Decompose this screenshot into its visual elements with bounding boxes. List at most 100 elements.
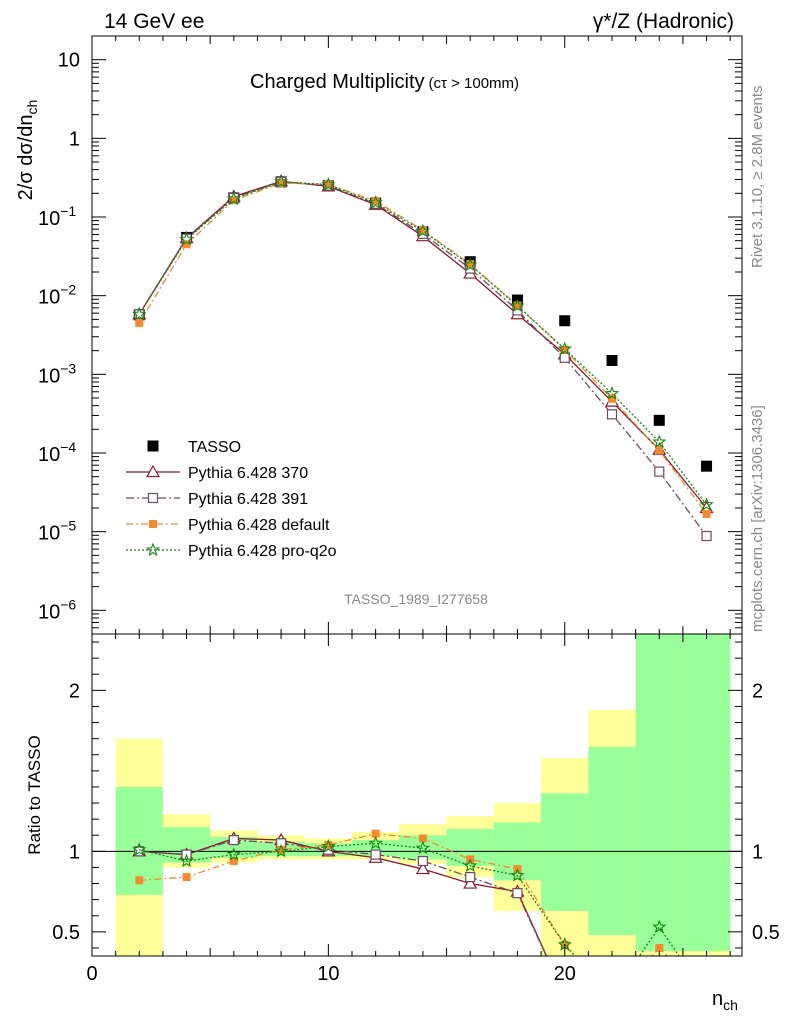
mcplots-label: mcplots.cern.ch [arXiv:1306.3436] [749,405,766,632]
legend-marker-4 [145,542,161,557]
ratio-point-s2-11 [655,943,664,952]
data-point-s2-12 [701,530,712,542]
ratio-point-s3-6 [415,840,431,855]
ratio-point-s3-11 [652,919,667,934]
ratio-point-s0-7 [463,876,478,889]
x-axis-label: nch [712,988,738,1013]
ratio-y-tick-label-1: 1 [69,841,80,863]
data-point-s3-9 [560,345,569,354]
data-point-s3-3 [277,179,286,188]
x-tick-label-2: 20 [554,963,576,985]
ratio-point-s3-2 [226,847,241,861]
chart-title-cut: (cτ > 100mm) [429,75,520,92]
rivet-label: Rivet 3.1.10, ≥ 2.8M events [749,86,766,269]
ratio-point-s3-7 [463,858,478,872]
data-point-s3-6 [418,226,427,235]
ratio-panel: 0.5 0.51 12 20 10 20 Ratio to TASSO nch [25,633,780,1013]
legend-label-3: Pythia 6.428 default [188,517,330,534]
main-y-tick-labels: 10 1 10−1 10−2 10−3 10−4 10−5 10−6 [38,50,80,624]
ratio-y-tick-label-right-2: 2 [752,680,763,702]
data-point-s4-9 [557,341,572,356]
data-point-s0-9 [559,315,571,327]
ratio-point-s0-6 [415,861,430,875]
chart-title: Charged Multiplicity (cτ > 100mm) [250,71,519,93]
ratio-point-s1-7 [465,872,476,883]
main-y-tick-label-1: 1 [69,128,80,150]
x-tick-label-0: 0 [86,963,97,985]
data-point-s3-11 [655,446,664,455]
ratio-point-s3-1 [179,853,194,868]
main-y-tick-label-7: 10−6 [38,596,76,623]
ratio-tick-labels: 0.5 0.51 12 20 10 20 [52,680,780,985]
chart-title-text: Charged Multiplicity [250,71,425,93]
ratio-line-3 [139,842,680,956]
ratio-y-tick-label-right-0: 0.5 [752,922,780,944]
legend-marker-0 [147,440,159,452]
ratio-point-s3-5 [368,835,383,850]
data-point-s3-8 [513,301,522,310]
main-y-tick-label-4: 10−3 [38,360,76,387]
ratio-point-s3-3 [273,843,289,858]
main-y-tick-label-0: 10 [58,50,80,72]
main-y-tick-label-2: 10−1 [38,203,76,230]
data-point-s2-10 [606,409,618,420]
ratio-frame [91,633,743,957]
main-y-axis-label: 2/σ dσ/dnch [15,100,40,201]
legend: TASSO Pythia 6.428 370 Pythia 6.428 391 Pyt… [126,439,337,560]
data-point-s4-1 [179,231,194,246]
data-point-s0-11 [653,414,665,426]
ratio-point-s3-4 [321,839,336,853]
ratio-point-s1-8 [512,888,523,899]
data-point-s3-2 [229,196,238,205]
data-point-s3-10 [608,394,616,403]
data-point-s4-5 [368,195,383,209]
ratio-point-s2-3 [277,845,286,854]
ratio-point-s3-8 [510,867,525,882]
data-point-s4-0 [132,306,147,321]
ratio-point-s2-5 [371,829,380,838]
ratio-point-s2-4 [324,840,333,849]
ratio-plot-area [92,634,742,956]
data-point-s4-8 [510,298,525,313]
data-point-s4-10 [604,386,620,400]
legend-marker-3 [149,520,157,528]
data-point-s2-11 [654,466,665,477]
band-green-11 [635,634,683,952]
band-green-5 [352,840,400,857]
ratio-point-s1-5 [370,849,381,860]
ratio-ticks [91,634,742,956]
data-point-s2-9 [559,352,570,363]
data-point-s4-3 [273,174,289,188]
legend-label-0: TASSO [188,439,241,456]
data-point-s3-1 [182,240,191,249]
header-right: γ*/Z (Hadronic) [593,10,734,33]
ratio-point-s1-2 [228,834,239,846]
data-point-s3-4 [324,180,333,189]
main-y-tick-label-6: 10−5 [38,518,76,545]
legend-marker-2 [147,492,159,504]
ratio-point-s2-6 [418,834,427,843]
data-point-s4-12 [699,497,714,511]
x-tick-label-1: 10 [317,963,339,985]
legend-marker-1 [145,464,161,478]
ratio-point-s1-6 [417,855,429,867]
legend-label-1: Pythia 6.428 370 [188,465,308,482]
ratio-point-s2-1 [182,873,191,882]
ratio-y-axis-label: Ratio to TASSO [25,735,44,854]
data-point-s3-0 [135,318,144,327]
data-point-s3-12 [702,509,711,518]
data-point-s0-10 [606,354,618,366]
ratio-y-tick-label-0: 0.5 [52,922,80,944]
main-panel: 10 1 10−1 10−2 10−3 10−4 10−5 10−6 Charged Mult… [15,35,743,635]
data-point-s3-5 [371,196,380,205]
header-left: 14 GeV ee [104,10,204,33]
ratio-y-tick-label-right-1: 1 [752,841,763,863]
data-point-s4-11 [652,434,667,449]
band-green-12 [682,634,731,952]
data-point-s4-6 [415,223,431,238]
legend-label-4: Pythia 6.428 pro-q2o [188,543,337,560]
data-point-s3-7 [466,260,475,269]
band-green-10 [588,746,636,936]
ratio-point-s3-0 [132,842,147,856]
